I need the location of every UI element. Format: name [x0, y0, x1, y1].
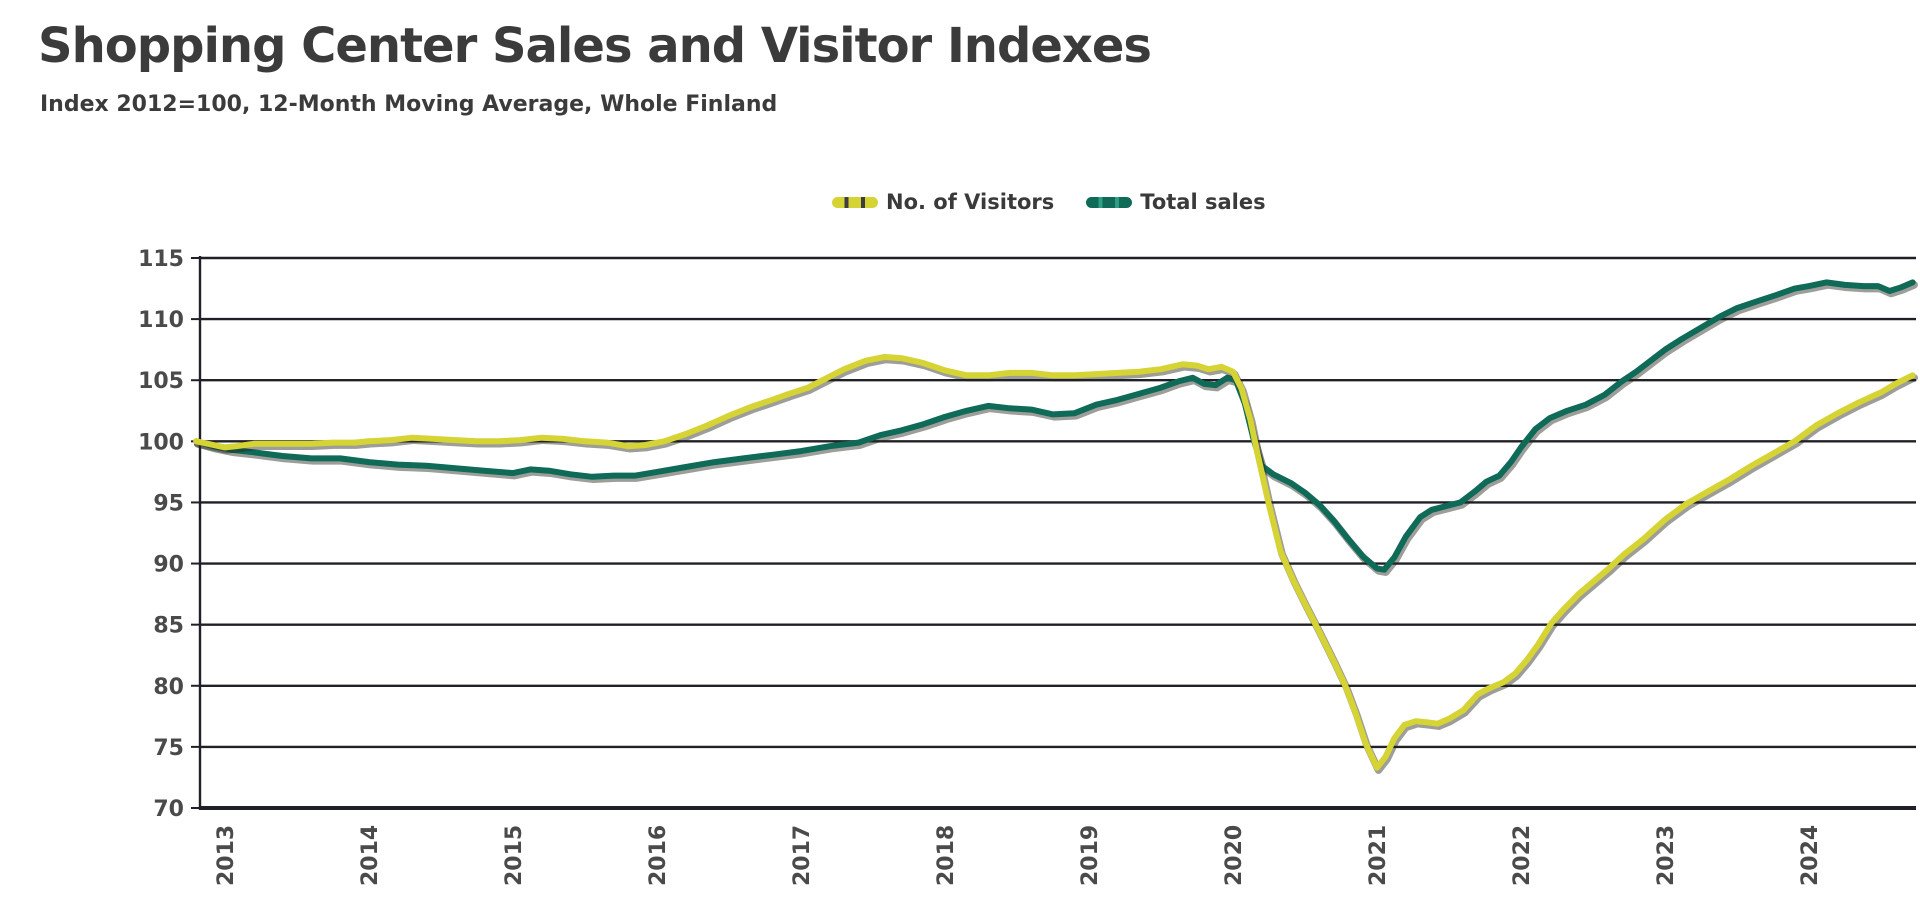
y-tick-label: 105 [138, 369, 184, 394]
series-line-visitors [193, 354, 1916, 771]
visitors-line-swatch-icon [832, 196, 878, 208]
y-tick-label: 80 [153, 675, 184, 700]
x-tick-label: 2019 [1078, 825, 1103, 886]
x-tick-label: 2023 [1654, 825, 1679, 886]
x-tick-label: 2018 [934, 825, 959, 886]
y-tick-label: 75 [153, 736, 184, 761]
legend-label-total-sales: Total sales [1140, 190, 1266, 214]
y-tick-label: 70 [153, 797, 184, 822]
x-tick-label: 2022 [1510, 825, 1535, 886]
x-tick-label: 2017 [790, 825, 815, 886]
y-tick-label: 95 [153, 491, 184, 516]
x-tick-label: 2014 [358, 825, 383, 886]
x-tick-label: 2020 [1222, 825, 1247, 886]
legend-item-visitors: No. of Visitors [832, 190, 1054, 214]
x-tick-label: 2024 [1798, 825, 1823, 886]
page-title: Shopping Center Sales and Visitor Indexe… [38, 18, 1152, 74]
y-tick-label: 85 [153, 614, 184, 639]
x-tick-label: 2013 [214, 825, 239, 886]
y-tick-label: 110 [138, 308, 184, 333]
legend-item-total-sales: Total sales [1086, 190, 1266, 214]
x-tick-label: 2016 [646, 825, 671, 886]
legend-label-visitors: No. of Visitors [886, 190, 1055, 214]
x-tick-label: 2015 [502, 825, 527, 886]
y-tick-label: 100 [138, 430, 184, 455]
series-line-visitors-shadow [193, 355, 1918, 774]
total-sales-line-swatch-icon [1086, 196, 1133, 208]
legend: No. of Visitors Total sales [832, 190, 1266, 214]
x-tick-label: 2021 [1366, 825, 1391, 886]
y-tick-label: 90 [153, 553, 184, 578]
y-tick-label: 115 [138, 247, 184, 272]
page-subtitle: Index 2012=100, 12-Month Moving Average,… [40, 92, 778, 117]
